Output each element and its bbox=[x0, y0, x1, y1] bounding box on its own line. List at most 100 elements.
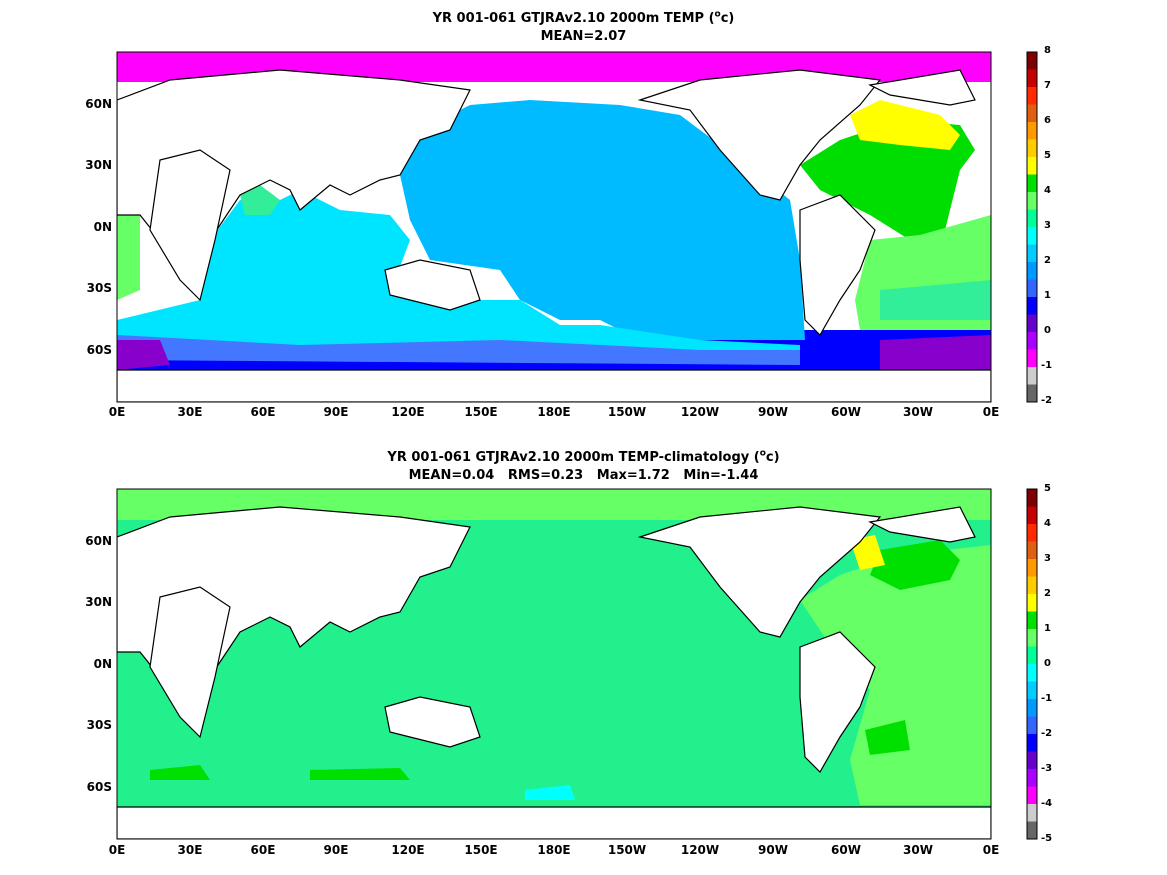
panel-1-xtick: 150W bbox=[607, 405, 647, 419]
panel-2-colorbar bbox=[1026, 488, 1038, 840]
colorbar-swatch bbox=[1027, 559, 1037, 577]
panel-2-cbar-label: 5 bbox=[1044, 483, 1051, 494]
panel-2-cbar-label: 2 bbox=[1044, 588, 1051, 599]
colorbar-swatch bbox=[1027, 139, 1037, 158]
panel-2-atlantic-green bbox=[870, 540, 960, 590]
panel-2-frame bbox=[116, 488, 992, 840]
panel-2-xtick: 0E bbox=[982, 843, 1000, 857]
panel-1-indian-region bbox=[117, 190, 800, 355]
colorbar-swatch bbox=[1027, 122, 1037, 140]
panel-1-atlantic-north bbox=[800, 120, 975, 240]
colorbar-swatch bbox=[1027, 716, 1037, 735]
panel-1-ytick: 60N bbox=[85, 97, 112, 111]
panel-1-land bbox=[117, 69, 991, 402]
colorbar-swatch bbox=[1027, 279, 1037, 298]
panel-1-ytick: 30S bbox=[86, 281, 112, 295]
colorbar-border bbox=[1026, 488, 1038, 840]
panel-1-atlantic-south-teal bbox=[880, 280, 991, 320]
colorbar-swatch bbox=[1027, 174, 1037, 193]
colorbar-swatch bbox=[1027, 786, 1037, 805]
panel-1-weddell bbox=[880, 335, 991, 370]
panel-1-cbar-label: 7 bbox=[1044, 80, 1051, 91]
colorbar-swatch bbox=[1027, 506, 1037, 525]
colorbar-swatch bbox=[1027, 524, 1037, 542]
panel-2-xtick: 90E bbox=[323, 843, 349, 857]
panel-1-xtick: 60E bbox=[250, 405, 276, 419]
panel-1-atlantic-south bbox=[855, 215, 991, 330]
colorbar-swatch bbox=[1027, 87, 1037, 105]
panel-2-title-line2: MEAN=0.04 RMS=0.23 Max=1.72 Min=-1.44 bbox=[408, 468, 759, 483]
colorbar-border bbox=[1026, 51, 1038, 403]
panel-1-xtick: 30E bbox=[177, 405, 203, 419]
panel-1-cbar-label: 0 bbox=[1044, 325, 1051, 336]
colorbar-swatch bbox=[1027, 611, 1037, 630]
panel-1-cbar-label: -1 bbox=[1041, 360, 1053, 371]
panel-2-north-polar bbox=[117, 489, 991, 520]
panel-1-arabian-sea bbox=[240, 185, 280, 215]
panel-2-cbar-label: 0 bbox=[1044, 658, 1051, 669]
colorbar-swatch bbox=[1027, 104, 1037, 123]
colorbar-swatch bbox=[1027, 821, 1037, 840]
panel-2-cbar-label: -5 bbox=[1041, 833, 1053, 844]
panel-1-cbar-label: 2 bbox=[1044, 255, 1051, 266]
panel-1-xtick: 0E bbox=[982, 405, 1000, 419]
colorbar-swatch bbox=[1027, 699, 1037, 717]
colorbar-swatch bbox=[1027, 751, 1037, 770]
colorbar-swatch bbox=[1027, 157, 1037, 175]
colorbar-swatch bbox=[1027, 227, 1037, 245]
panel-1-ytick: 60S bbox=[86, 343, 112, 357]
colorbar-swatch bbox=[1027, 734, 1037, 752]
panel-1-colorbar bbox=[1026, 51, 1038, 403]
panel-1-cbar-label: -2 bbox=[1041, 395, 1053, 406]
panel-1-atlantic-yellow bbox=[850, 100, 960, 150]
panel-2-south-green-strip bbox=[150, 765, 210, 780]
colorbar-swatch bbox=[1027, 192, 1037, 210]
panel-2-cbar-label: 3 bbox=[1044, 553, 1051, 564]
colorbar-swatch bbox=[1027, 209, 1037, 228]
panel-1-title-line1: YR 001-061 GTJRAv2.10 2000m TEMP (oc) bbox=[432, 9, 735, 26]
panel-1-xtick: 120E bbox=[391, 405, 425, 419]
panel-2-ocean-base bbox=[117, 489, 991, 839]
panel-2-green-patch-sa bbox=[865, 720, 910, 755]
panel-1-xtick: 60W bbox=[831, 405, 861, 419]
panel-1-xtick: 120W bbox=[680, 405, 720, 419]
panel-2-ytick: 0N bbox=[93, 657, 112, 671]
panel-1-ytick: 30N bbox=[85, 158, 112, 172]
panel-1-title: YR 001-061 GTJRAv2.10 2000m TEMP (oc) ME… bbox=[0, 10, 1167, 46]
panel-1-west-indian bbox=[117, 215, 140, 300]
panel-1-south-band-2 bbox=[117, 335, 800, 365]
panel-1-ytick: 0N bbox=[93, 220, 112, 234]
panel-1-xtick: 30W bbox=[903, 405, 933, 419]
colorbar-swatch bbox=[1027, 244, 1037, 263]
panel-2-xtick: 120E bbox=[391, 843, 425, 857]
colorbar-swatch bbox=[1027, 804, 1037, 822]
panel-2-ytick: 30N bbox=[85, 595, 112, 609]
panel-1-xtick: 0E bbox=[108, 405, 126, 419]
panel-2-cyan-patch bbox=[525, 785, 575, 800]
panel-1-xtick: 180E bbox=[537, 405, 571, 419]
colorbar-swatch bbox=[1027, 681, 1037, 700]
colorbar-swatch bbox=[1027, 576, 1037, 595]
panel-1-xtick: 150E bbox=[464, 405, 498, 419]
panel-1-cbar-label: 3 bbox=[1044, 220, 1051, 231]
panel-2-xtick: 180E bbox=[537, 843, 571, 857]
colorbar-swatch bbox=[1027, 69, 1037, 88]
colorbar-swatch bbox=[1027, 367, 1037, 385]
panel-2-xtick: 0E bbox=[108, 843, 126, 857]
panel-2-ytick: 30S bbox=[86, 718, 112, 732]
colorbar-swatch bbox=[1027, 332, 1037, 350]
panel-1-cbar-label: 1 bbox=[1044, 290, 1051, 301]
colorbar-swatch bbox=[1027, 646, 1037, 665]
panel-1-cbar-label: 4 bbox=[1044, 185, 1051, 196]
panel-2-south-green-strip-2 bbox=[310, 768, 410, 780]
panel-2-cbar-label: -1 bbox=[1041, 693, 1053, 704]
panel-1-xtick: 90W bbox=[758, 405, 788, 419]
panel-2-xtick: 30W bbox=[903, 843, 933, 857]
panel-2-xtick: 150W bbox=[607, 843, 647, 857]
panel-1-cbar-label: 6 bbox=[1044, 115, 1051, 126]
panel-2-cbar-label: -4 bbox=[1041, 798, 1053, 809]
panel-2-title-line1: YR 001-061 GTJRAv2.10 2000m TEMP-climato… bbox=[387, 448, 780, 465]
panel-2-land bbox=[117, 506, 991, 839]
panel-2-ytick: 60N bbox=[85, 534, 112, 548]
